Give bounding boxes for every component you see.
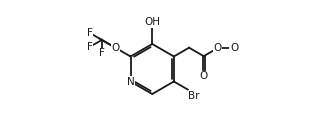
- Text: N: N: [127, 76, 134, 87]
- Text: O: O: [214, 43, 222, 53]
- Text: O: O: [200, 71, 208, 81]
- Text: F: F: [99, 48, 105, 59]
- Text: OH: OH: [144, 17, 160, 27]
- Text: Br: Br: [188, 91, 200, 101]
- Text: O: O: [111, 43, 119, 53]
- Text: F: F: [87, 42, 93, 52]
- Text: O: O: [230, 43, 239, 53]
- Text: F: F: [87, 28, 93, 38]
